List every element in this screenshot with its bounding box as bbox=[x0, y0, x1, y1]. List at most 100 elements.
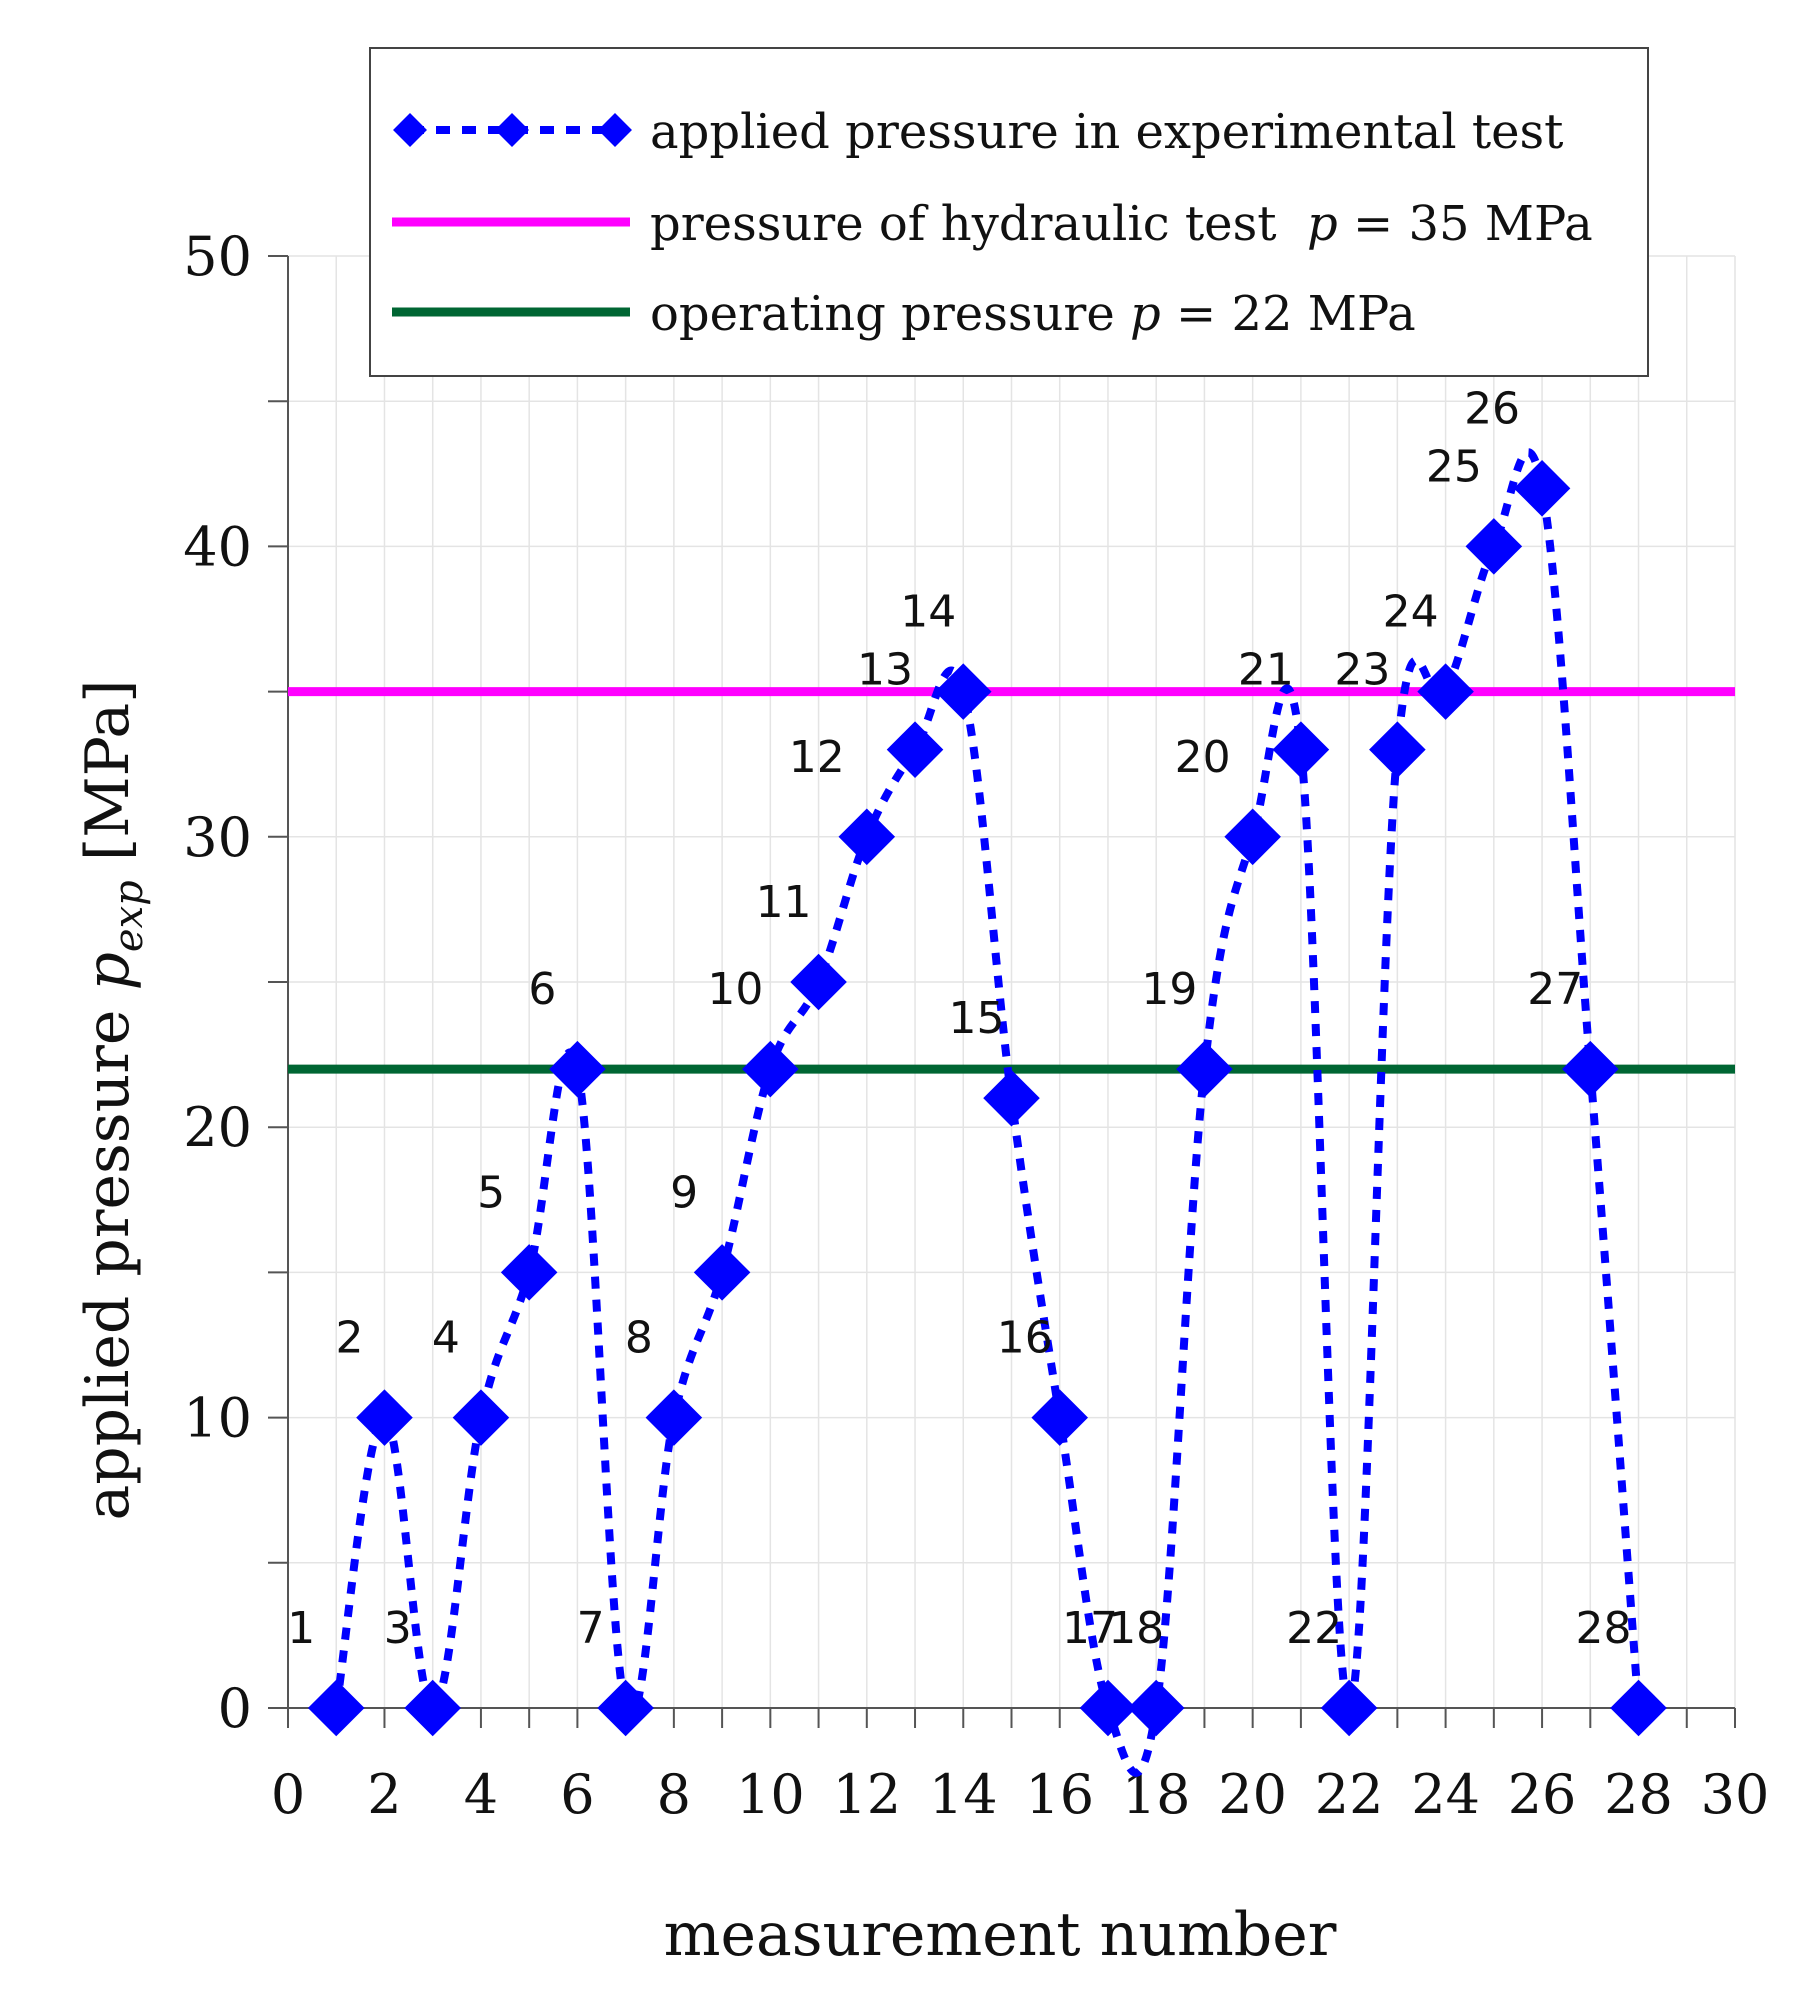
x-tick-label: 10 bbox=[736, 1763, 805, 1826]
legend-hydraulic-var: p bbox=[1307, 196, 1338, 252]
data-point-marker bbox=[1031, 1389, 1089, 1446]
x-tick-label: 2 bbox=[367, 1763, 401, 1826]
legend-box bbox=[369, 47, 1649, 377]
y-axis-title-prefix: applied pressure bbox=[73, 991, 143, 1521]
data-point-label: 1 bbox=[287, 1603, 315, 1654]
y-tick-label: 30 bbox=[183, 806, 252, 869]
legend-operating-var: p bbox=[1130, 286, 1161, 342]
data-point-marker bbox=[452, 1389, 510, 1446]
data-point-label: 5 bbox=[477, 1167, 505, 1218]
data-point-marker bbox=[1562, 1040, 1619, 1098]
data-point-marker bbox=[742, 1040, 799, 1098]
data-point-marker bbox=[404, 1679, 461, 1737]
data-point-marker bbox=[1369, 721, 1426, 778]
x-tick-label: 4 bbox=[464, 1763, 498, 1826]
data-point-label: 8 bbox=[625, 1313, 653, 1364]
data-point-marker bbox=[1127, 1679, 1185, 1737]
legend-hydraulic-suffix: = 35 MPa bbox=[1338, 196, 1593, 252]
data-point-label: 19 bbox=[1141, 964, 1197, 1015]
data-point-marker bbox=[983, 1069, 1040, 1127]
x-tick-label: 26 bbox=[1508, 1763, 1577, 1826]
data-point-label: 11 bbox=[756, 877, 812, 928]
legend-hydraulic-prefix: pressure of hydraulic test bbox=[650, 196, 1307, 252]
data-point-marker bbox=[1465, 518, 1523, 575]
data-point-label: 18 bbox=[1108, 1603, 1164, 1654]
data-point-marker bbox=[790, 953, 847, 1011]
data-point-label: 10 bbox=[707, 964, 763, 1015]
series-applied-pressure bbox=[307, 448, 1667, 1777]
data-point-marker bbox=[838, 808, 896, 866]
data-point-marker bbox=[1320, 1679, 1378, 1737]
data-point-label: 9 bbox=[670, 1167, 698, 1218]
data-point-label: 16 bbox=[997, 1313, 1053, 1364]
data-point-label: 4 bbox=[432, 1313, 460, 1364]
data-point-marker bbox=[1176, 1040, 1233, 1098]
data-point-label: 24 bbox=[1383, 587, 1439, 638]
data-point-label: 25 bbox=[1426, 441, 1482, 492]
data-point-label: 23 bbox=[1334, 645, 1390, 696]
data-point-label: 6 bbox=[528, 964, 556, 1015]
x-tick-label: 14 bbox=[929, 1763, 998, 1826]
x-axis-title: measurement number bbox=[664, 1900, 1337, 1970]
legend-operating-suffix: = 22 MPa bbox=[1161, 286, 1416, 342]
data-point-marker bbox=[1417, 663, 1474, 720]
x-tick-label: 28 bbox=[1604, 1763, 1673, 1826]
x-tick-label: 6 bbox=[560, 1763, 594, 1826]
x-tick-label: 16 bbox=[1025, 1763, 1094, 1826]
data-point-label: 12 bbox=[789, 732, 845, 783]
y-axis-title-sub: exp bbox=[106, 880, 152, 952]
data-point-marker bbox=[934, 663, 992, 720]
y-axis-title-var: p bbox=[73, 952, 143, 990]
data-point-marker bbox=[1272, 721, 1330, 778]
data-point-marker bbox=[1610, 1679, 1667, 1737]
data-point-label: 21 bbox=[1238, 645, 1294, 696]
data-point-marker bbox=[1079, 1679, 1137, 1737]
y-tick-label: 20 bbox=[183, 1096, 252, 1159]
data-point-marker bbox=[356, 1389, 413, 1446]
data-point-label: 3 bbox=[384, 1603, 412, 1654]
series-line bbox=[332, 448, 1643, 1777]
x-tick-label: 20 bbox=[1218, 1763, 1287, 1826]
y-tick-label: 40 bbox=[183, 515, 252, 578]
data-point-marker bbox=[1224, 808, 1281, 866]
point-labels: 1234567891011121314151617181920212223242… bbox=[287, 383, 1631, 1654]
data-point-label: 28 bbox=[1576, 1603, 1632, 1654]
data-point-label: 17 bbox=[1062, 1603, 1118, 1654]
data-point-marker bbox=[886, 721, 944, 778]
data-point-label: 20 bbox=[1175, 732, 1231, 783]
x-tick-label: 0 bbox=[271, 1763, 305, 1826]
legend: applied pressure in experimental test pr… bbox=[369, 47, 1649, 377]
data-point-marker bbox=[645, 1389, 703, 1446]
data-point-marker bbox=[1513, 460, 1571, 517]
data-point-label: 26 bbox=[1464, 383, 1520, 434]
y-tick-label: 0 bbox=[218, 1677, 252, 1740]
y-axis-title-unit: [MPa] bbox=[73, 679, 143, 880]
data-point-label: 15 bbox=[949, 993, 1005, 1044]
legend-series-label: applied pressure in experimental test bbox=[650, 104, 1563, 160]
x-tick-label: 30 bbox=[1701, 1763, 1770, 1826]
data-point-marker bbox=[597, 1679, 654, 1737]
data-point-label: 7 bbox=[577, 1603, 605, 1654]
data-point-label: 27 bbox=[1527, 964, 1583, 1015]
legend-operating-label: operating pressure p = 22 MPa bbox=[650, 286, 1416, 342]
data-point-marker bbox=[500, 1244, 558, 1301]
x-tick-label: 24 bbox=[1411, 1763, 1480, 1826]
data-point-label: 2 bbox=[335, 1313, 363, 1364]
grid bbox=[287, 255, 1736, 1709]
data-point-label: 14 bbox=[900, 587, 956, 638]
data-point-marker bbox=[549, 1040, 606, 1098]
data-point-marker bbox=[307, 1679, 365, 1737]
x-tick-label: 22 bbox=[1315, 1763, 1384, 1826]
x-tick-label: 8 bbox=[657, 1763, 691, 1826]
axes bbox=[268, 255, 1736, 1728]
x-tick-label: 12 bbox=[832, 1763, 901, 1826]
data-point-label: 13 bbox=[857, 645, 913, 696]
y-tick-label: 10 bbox=[183, 1387, 252, 1450]
y-axis-title: applied pressure pexp [MPa] bbox=[73, 679, 152, 1520]
data-point-marker bbox=[693, 1244, 751, 1301]
y-tick-label: 50 bbox=[183, 225, 252, 288]
legend-operating-prefix: operating pressure bbox=[650, 286, 1130, 342]
data-point-label: 22 bbox=[1286, 1603, 1342, 1654]
